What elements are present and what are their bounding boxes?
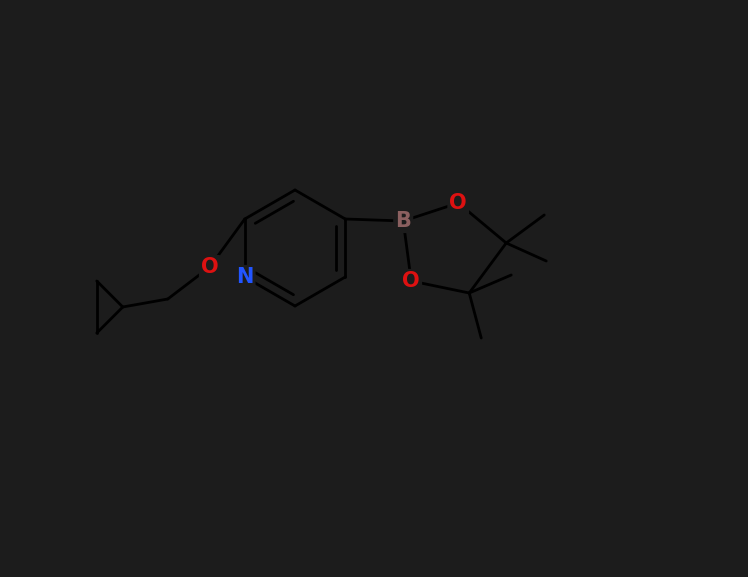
Text: O: O: [450, 193, 467, 213]
Text: N: N: [236, 267, 254, 287]
Text: O: O: [201, 257, 218, 277]
Text: B: B: [395, 211, 411, 231]
Text: O: O: [402, 271, 420, 291]
